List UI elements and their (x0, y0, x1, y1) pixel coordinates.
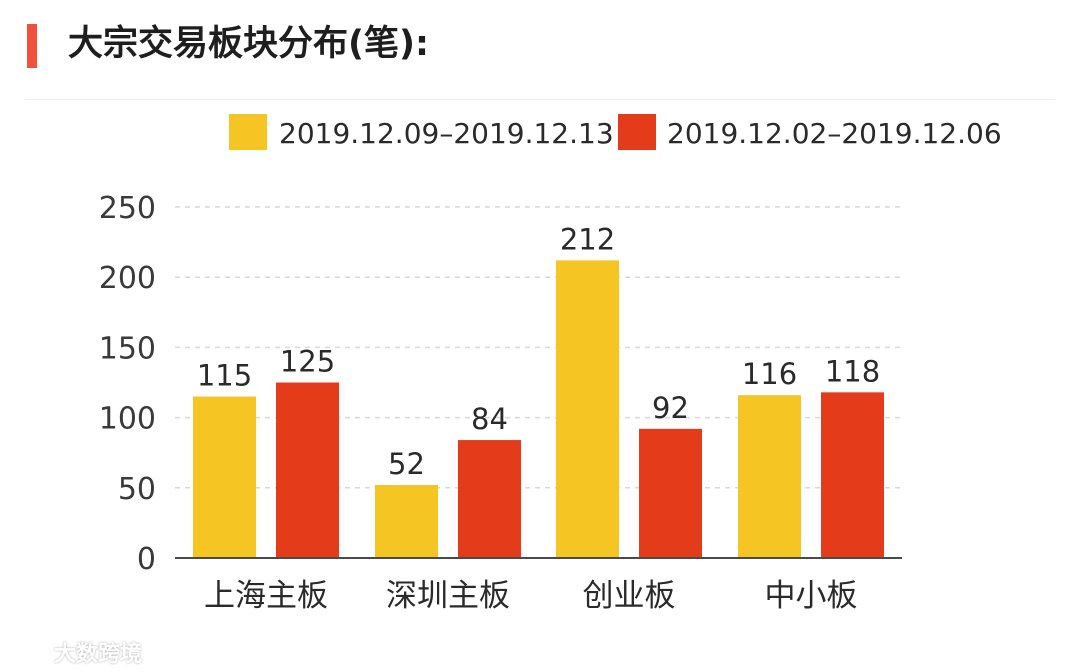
legend-label-2: 2019.12.02–2019.12.06 (667, 117, 1002, 150)
legend-label-1: 2019.12.09–2019.12.13 (279, 117, 614, 150)
divider (25, 99, 1055, 100)
x-tick-label: 创业板 (583, 578, 676, 614)
y-tick-label: 150 (99, 331, 156, 366)
bar-2-2 (458, 440, 521, 558)
bar-2-3 (639, 428, 702, 558)
y-tick-label: 100 (99, 402, 156, 437)
y-tick-label: 250 (99, 191, 156, 226)
bar-1-4 (738, 395, 801, 558)
x-axis: 上海主板 深圳主板 创业板 中小板 (175, 557, 902, 614)
legend-swatch-2 (618, 114, 656, 150)
data-label: 92 (652, 391, 689, 425)
bar-2-1 (276, 382, 339, 558)
data-label: 52 (388, 447, 425, 481)
bars: 115 52 212 116 125 84 92 118 (193, 222, 884, 558)
y-tick-label: 50 (118, 472, 156, 507)
x-tick-label: 中小板 (765, 578, 858, 614)
page-title: 大宗交易板块分布(笔): (68, 24, 429, 64)
data-label: 116 (742, 357, 797, 391)
bar-1-2 (375, 484, 438, 558)
y-tick-label: 200 (99, 261, 156, 296)
data-label: 84 (471, 402, 508, 436)
x-tick-label: 深圳主板 (386, 578, 510, 614)
legend: 2019.12.09–2019.12.13 2019.12.02–2019.12.… (229, 114, 1002, 150)
data-label: 115 (197, 359, 252, 393)
x-tick-label: 上海主板 (204, 578, 328, 614)
data-label: 118 (825, 354, 880, 388)
data-label: 125 (280, 345, 335, 379)
watermark-logo-icon (4, 643, 48, 661)
bar-2-4 (821, 392, 884, 558)
y-tick-label: 0 (137, 542, 156, 577)
y-axis: 0 50 100 150 200 250 (99, 191, 156, 577)
legend-swatch-1 (229, 114, 267, 150)
watermark-text: 大数跨境 (54, 642, 143, 667)
bar-1-3 (556, 260, 619, 558)
watermark: 大数跨境 (4, 636, 142, 668)
data-label: 212 (560, 222, 615, 256)
bar-1-1 (193, 396, 256, 558)
title-accent-bar (27, 24, 37, 68)
